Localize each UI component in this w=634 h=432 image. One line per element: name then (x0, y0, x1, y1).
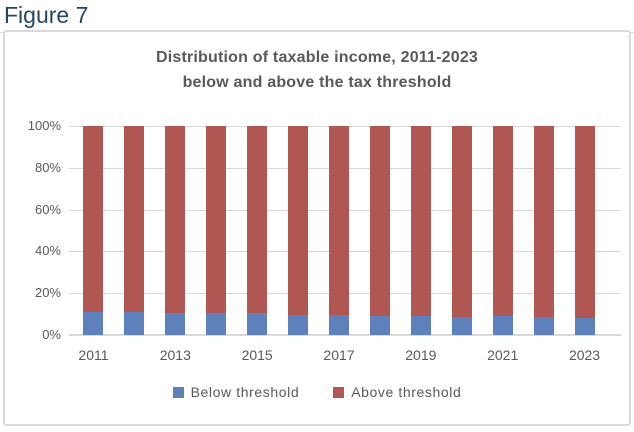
bar-stack-2022 (533, 126, 554, 335)
bar-column-2012 (114, 126, 155, 335)
bar-stack-2012 (124, 126, 145, 335)
bar-stack-2013 (165, 126, 186, 335)
bar-segment-2023-above-threshold (574, 126, 595, 319)
bar-column-2019 (400, 126, 441, 335)
bar-segment-2012-above-threshold (124, 126, 145, 313)
bar-segment-2022-below-threshold (533, 317, 554, 335)
x-tick-spacer-2014 (196, 347, 237, 369)
y-tick-label-20: 20% (34, 285, 61, 301)
bar-segment-2019-above-threshold (410, 126, 431, 317)
bar-column-2015 (237, 126, 278, 335)
bar-segment-2013-above-threshold (165, 126, 186, 314)
bar-stack-2017 (328, 126, 349, 335)
x-tick-label-2023: 2023 (568, 347, 601, 363)
bar-segment-2019-below-threshold (410, 316, 431, 335)
bar-segment-2011-above-threshold (83, 126, 104, 313)
bar-segment-2022-above-threshold (533, 126, 554, 318)
bar-stack-2019 (410, 126, 431, 335)
bar-column-2017 (319, 126, 360, 335)
legend-item-below-threshold: Below threshold (172, 384, 300, 400)
bar-segment-2017-below-threshold (328, 315, 349, 335)
bar-stack-2011 (83, 126, 104, 335)
chart-title-line-1: Distribution of taxable income, 2011-202… (155, 49, 479, 66)
legend-item-above-threshold: Above threshold (333, 384, 461, 400)
figure-label: Figure 7 (0, 0, 634, 33)
x-tick-spacer-2022 (523, 347, 564, 369)
legend-label: Above threshold (351, 384, 462, 400)
bar-column-2016 (278, 126, 319, 335)
y-tick-label-100: 100% (27, 118, 61, 133)
bar-column-2018 (359, 126, 400, 335)
bar-stack-2016 (288, 126, 309, 335)
bar-stack-2015 (247, 126, 268, 335)
bar-stack-2021 (492, 126, 513, 335)
bar-segment-2018-below-threshold (369, 315, 390, 335)
x-tick-label-2017: 2017 (323, 347, 355, 363)
bar-segment-2021-above-threshold (492, 126, 513, 317)
x-tick-spacer-2020 (441, 347, 482, 369)
bar-column-2013 (155, 126, 196, 335)
bar-column-2014 (196, 126, 237, 335)
x-tick-spacer-2018 (359, 347, 400, 369)
y-tick-label-80: 80% (34, 159, 61, 175)
x-tick-label-2021: 2021 (487, 347, 519, 363)
chart-title-line-2: below and above the tax threshold (182, 74, 452, 91)
x-tick-spacer-2016 (278, 347, 319, 369)
chart-title: Distribution of taxable income, 2011-202… (5, 45, 629, 95)
legend: Below threshold Above threshold (5, 384, 629, 400)
bar-column-2022 (523, 126, 564, 335)
x-axis-labels: 2011 2013 2015 2017 2019 2021 2023 (73, 347, 605, 369)
gridline-0 (69, 334, 621, 336)
bar-column-2023 (564, 126, 605, 335)
bar-stack-2020 (451, 126, 472, 335)
bar-segment-2016-above-threshold (288, 126, 309, 315)
bar-segment-2018-above-threshold (369, 126, 390, 316)
x-tick-label-2019: 2019 (405, 347, 437, 363)
bar-stack-2023 (574, 126, 595, 335)
legend-swatch-icon (333, 386, 345, 398)
bar-segment-2015-below-threshold (247, 313, 268, 335)
plot-area: 0% 20% 40% 60% 80% 100% (28, 118, 621, 342)
x-tick-spacer-2012 (114, 347, 155, 369)
bar-segment-2015-above-threshold (247, 126, 268, 314)
bar-segment-2021-below-threshold (492, 316, 513, 335)
bar-segment-2012-below-threshold (124, 312, 145, 335)
chart-container: Distribution of taxable income, 2011-202… (3, 30, 631, 426)
bar-segment-2013-below-threshold (165, 313, 186, 335)
bar-segment-2017-above-threshold (328, 126, 349, 316)
bars-layer (73, 126, 605, 335)
bar-segment-2016-below-threshold (288, 314, 309, 335)
y-tick-label-60: 60% (34, 201, 61, 217)
bar-segment-2020-above-threshold (451, 126, 472, 317)
bar-segment-2011-below-threshold (83, 312, 104, 335)
y-tick-label-40: 40% (34, 243, 61, 259)
legend-swatch-icon (172, 386, 184, 398)
bar-stack-2018 (369, 126, 390, 335)
bar-segment-2014-above-threshold (206, 126, 227, 314)
bar-column-2011 (73, 126, 114, 335)
bar-column-2021 (482, 126, 523, 335)
x-tick-label-2013: 2013 (159, 347, 191, 363)
bar-segment-2014-below-threshold (206, 313, 227, 335)
y-tick-label-0: 0% (42, 327, 61, 342)
x-tick-label-2011: 2011 (78, 347, 109, 363)
legend-label: Below threshold (190, 384, 300, 400)
x-tick-label-2015: 2015 (241, 347, 273, 363)
bar-segment-2020-below-threshold (451, 316, 472, 335)
bar-segment-2023-below-threshold (574, 318, 595, 335)
bar-column-2020 (441, 126, 482, 335)
bar-stack-2014 (206, 126, 227, 335)
